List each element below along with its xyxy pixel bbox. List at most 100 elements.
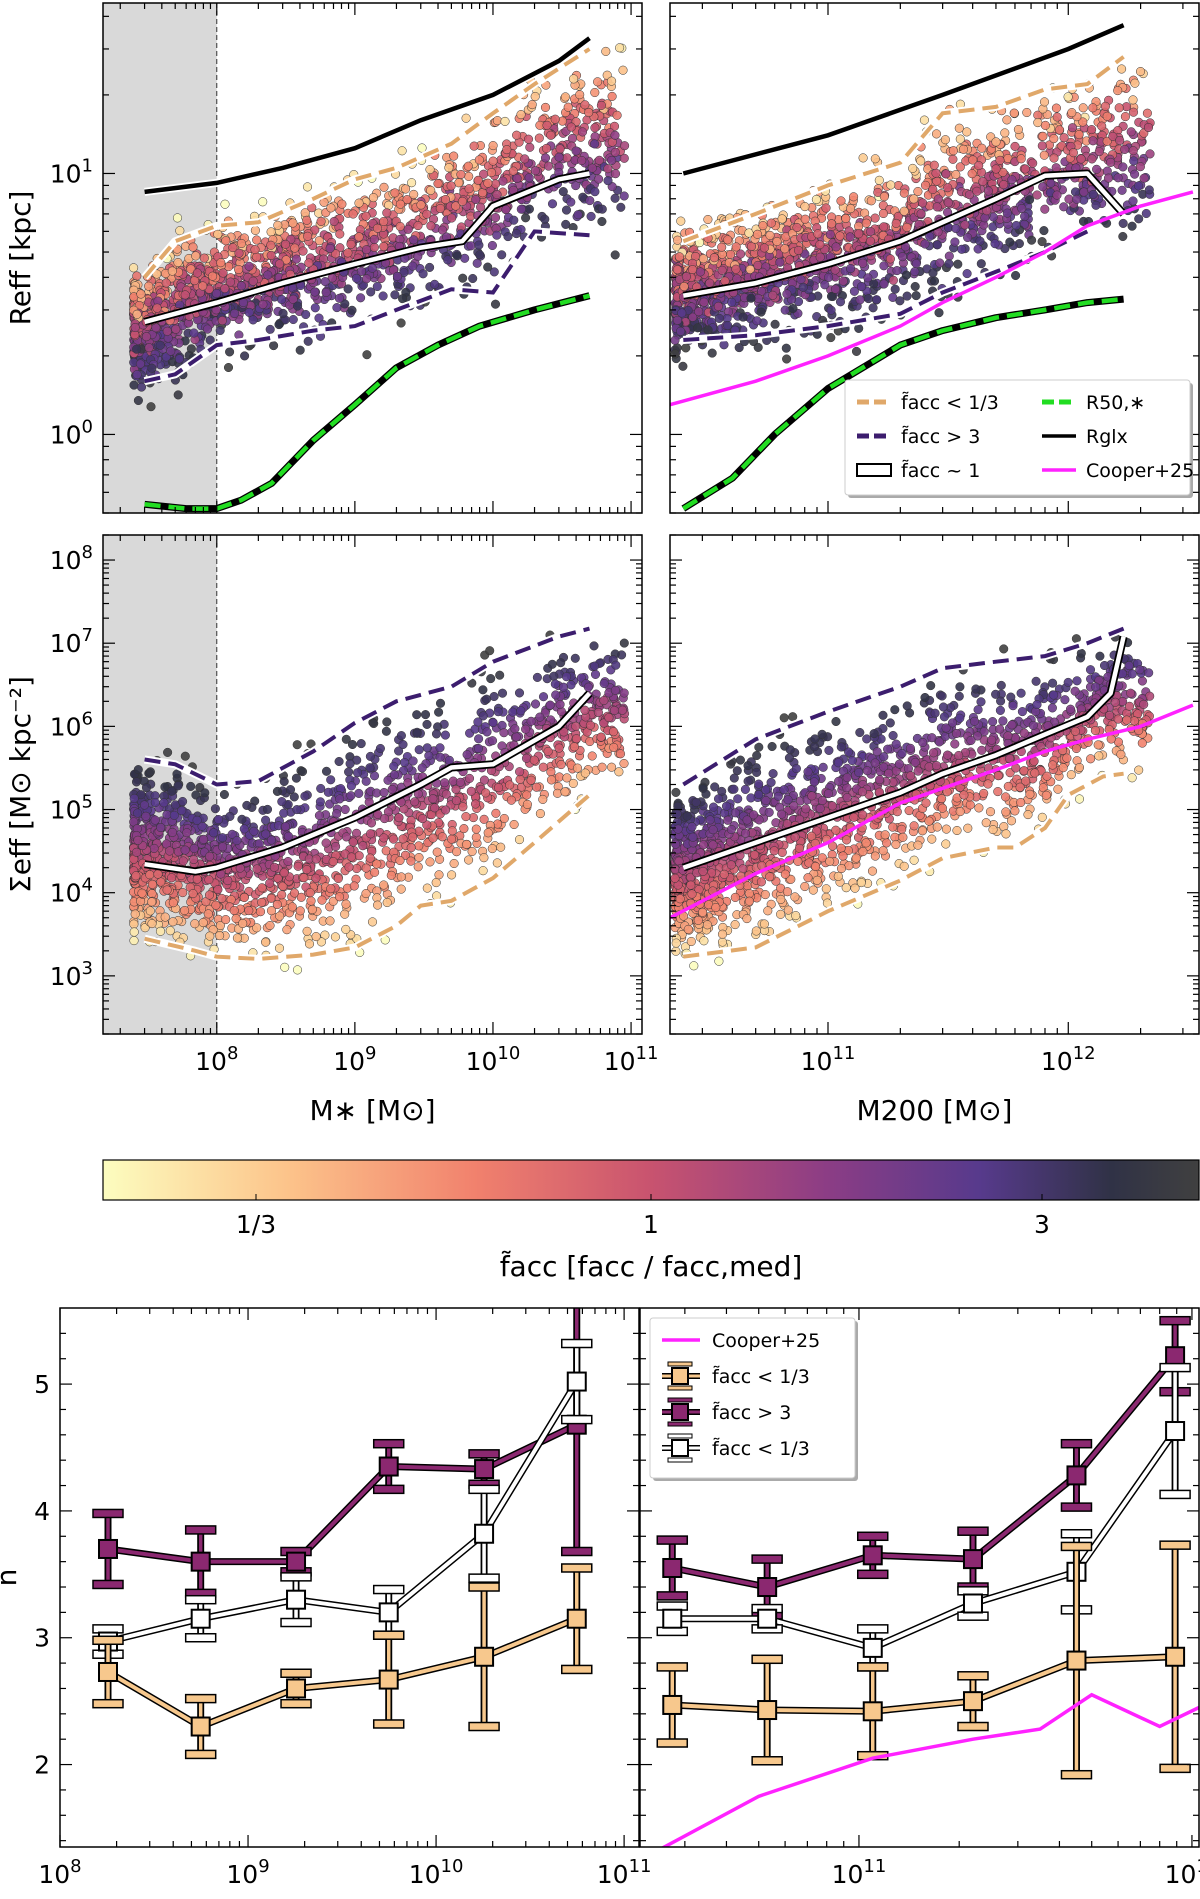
galaxy-point — [772, 236, 782, 247]
galaxy-point — [266, 906, 277, 916]
galaxy-point — [1128, 95, 1138, 105]
galaxy-point — [890, 284, 900, 294]
galaxy-point — [836, 196, 846, 206]
galaxy-point — [365, 763, 375, 773]
galaxy-point — [352, 768, 363, 778]
galaxy-point — [878, 208, 888, 219]
galaxy-point — [909, 194, 919, 204]
galaxy-point — [160, 912, 170, 922]
galaxy-point — [444, 755, 454, 765]
galaxy-point — [488, 141, 498, 151]
galaxy-point — [279, 808, 289, 818]
galaxy-point — [277, 294, 287, 304]
galaxy-point — [1120, 144, 1130, 154]
galaxy-point — [205, 335, 215, 345]
galaxy-point — [475, 250, 485, 260]
galaxy-point — [202, 324, 213, 334]
galaxy-point — [1115, 135, 1125, 146]
galaxy-point — [447, 870, 457, 880]
galaxy-point — [1009, 108, 1019, 118]
galaxy-point — [831, 242, 841, 252]
galaxy-point — [382, 717, 392, 727]
galaxy-point — [310, 303, 320, 313]
galaxy-point — [403, 224, 413, 234]
legend-label: Rglx — [1086, 426, 1128, 448]
galaxy-point — [227, 829, 237, 839]
galaxy-point — [520, 154, 530, 164]
galaxy-point — [372, 223, 383, 233]
galaxy-point — [765, 230, 775, 240]
galaxy-point — [293, 301, 303, 311]
galaxy-point — [291, 773, 301, 783]
series-line — [682, 23, 1125, 176]
galaxy-point — [868, 303, 878, 313]
galaxy-point — [440, 194, 451, 205]
galaxy-point — [147, 879, 157, 889]
galaxy-point — [607, 762, 617, 772]
galaxy-point — [407, 178, 417, 188]
galaxy-point — [610, 130, 620, 140]
galaxy-point — [213, 229, 223, 239]
galaxy-point — [487, 736, 498, 746]
galaxy-point — [619, 191, 629, 201]
galaxy-point — [190, 919, 200, 929]
galaxy-point — [951, 223, 961, 234]
galaxy-point — [535, 809, 545, 819]
galaxy-point — [775, 257, 785, 267]
galaxy-point — [262, 804, 273, 814]
galaxy-point — [1000, 128, 1010, 138]
galaxy-point — [573, 210, 583, 220]
galaxy-point — [705, 278, 715, 288]
galaxy-point — [547, 199, 558, 209]
galaxy-point — [968, 155, 978, 165]
legend-label: f̃acc > 3 — [901, 426, 980, 448]
galaxy-point — [252, 864, 262, 874]
galaxy-point — [674, 252, 685, 262]
galaxy-point — [446, 181, 456, 191]
galaxy-point — [948, 146, 958, 156]
galaxy-point — [785, 255, 795, 265]
galaxy-point — [326, 203, 336, 213]
series-line — [670, 190, 1194, 407]
galaxy-point — [458, 802, 468, 812]
galaxy-point — [558, 187, 568, 197]
galaxy-point — [1052, 190, 1062, 200]
galaxy-point — [1051, 163, 1061, 173]
galaxy-point — [425, 164, 435, 175]
galaxy-point — [221, 236, 231, 246]
galaxy-point — [302, 926, 312, 936]
galaxy-point — [425, 262, 435, 272]
galaxy-point — [679, 281, 689, 292]
galaxy-point — [383, 775, 393, 785]
galaxy-point — [173, 390, 183, 400]
galaxy-point — [916, 209, 926, 219]
galaxy-point — [556, 658, 566, 668]
galaxy-point — [826, 291, 837, 301]
galaxy-point — [1087, 125, 1097, 135]
galaxy-point — [395, 199, 405, 209]
galaxy-point — [620, 141, 630, 151]
galaxy-point — [610, 169, 621, 179]
galaxy-point — [752, 229, 763, 239]
galaxy-point — [1005, 237, 1015, 247]
galaxy-point — [273, 220, 283, 230]
galaxy-point — [367, 917, 378, 927]
galaxy-point — [397, 146, 407, 156]
galaxy-point — [1016, 154, 1026, 164]
galaxy-point — [180, 290, 190, 300]
galaxy-point — [616, 202, 626, 212]
galaxy-point — [943, 183, 953, 193]
galaxy-point — [962, 269, 972, 279]
galaxy-point — [354, 198, 364, 208]
galaxy-point — [392, 271, 402, 281]
galaxy-point — [473, 717, 483, 727]
galaxy-point — [1100, 101, 1110, 111]
plot-frame — [102, 2, 643, 514]
galaxy-point — [261, 815, 271, 825]
galaxy-point — [156, 877, 166, 887]
galaxy-point — [449, 151, 459, 161]
galaxy-point — [538, 794, 548, 804]
galaxy-point — [160, 782, 170, 792]
galaxy-point — [266, 240, 276, 250]
galaxy-point — [356, 739, 366, 749]
